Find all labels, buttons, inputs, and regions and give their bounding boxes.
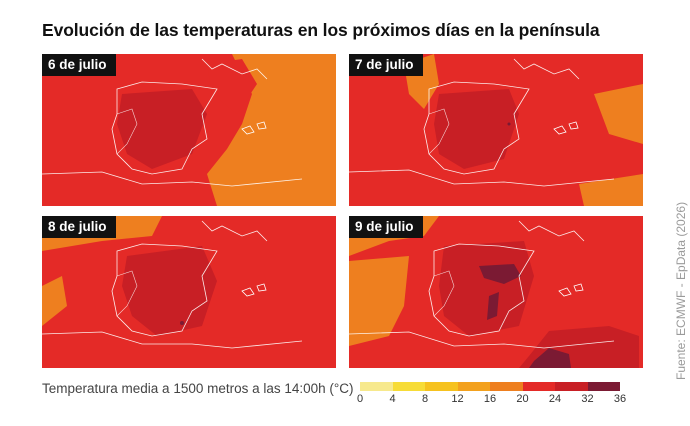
legend-color-bar	[360, 382, 620, 391]
chart-title: Evolución de las temperaturas en los pró…	[42, 20, 600, 40]
legend-tick-label: 0	[356, 393, 364, 405]
legend-tick-label: 4	[389, 393, 396, 405]
map-panel-9-julio: 9 de julio	[349, 216, 643, 368]
map-panel-8-julio: 8 de julio	[42, 216, 336, 368]
map-panel-6-julio: 6 de julio	[42, 54, 336, 206]
legend-swatch	[360, 382, 393, 391]
legend-tick-label: 12	[451, 393, 464, 405]
legend-swatch	[425, 382, 458, 391]
map-svg	[349, 54, 643, 206]
legend-swatch	[587, 382, 620, 391]
legend-tick-label: 36	[613, 393, 627, 405]
legend-swatch	[490, 382, 523, 391]
panel-date-label: 7 de julio	[349, 54, 423, 76]
legend-swatch	[555, 382, 588, 391]
legend-tick-label: 20	[516, 393, 529, 405]
legend-swatch	[522, 382, 555, 391]
legend-tick-label: 24	[548, 393, 562, 405]
panel-date-label: 6 de julio	[42, 54, 116, 76]
map-svg	[349, 216, 643, 368]
color-legend: 0 4 8 12 16 20 24 32 36	[356, 380, 626, 412]
panel-date-label: 9 de julio	[349, 216, 423, 238]
legend-caption: Temperatura media a 1500 metros a las 14…	[42, 381, 354, 396]
legend-tick-label: 16	[483, 393, 497, 405]
source-credit: Fuente: ECMWF - EpData (2026)	[674, 201, 688, 380]
map-svg	[42, 216, 336, 368]
legend-tick-label: 8	[421, 393, 429, 405]
map-svg	[42, 54, 336, 206]
legend-swatch	[457, 382, 490, 391]
legend-swatch	[392, 382, 425, 391]
panel-date-label: 8 de julio	[42, 216, 116, 238]
legend-tick-label: 32	[581, 393, 594, 405]
map-panel-7-julio: 7 de julio	[349, 54, 643, 206]
